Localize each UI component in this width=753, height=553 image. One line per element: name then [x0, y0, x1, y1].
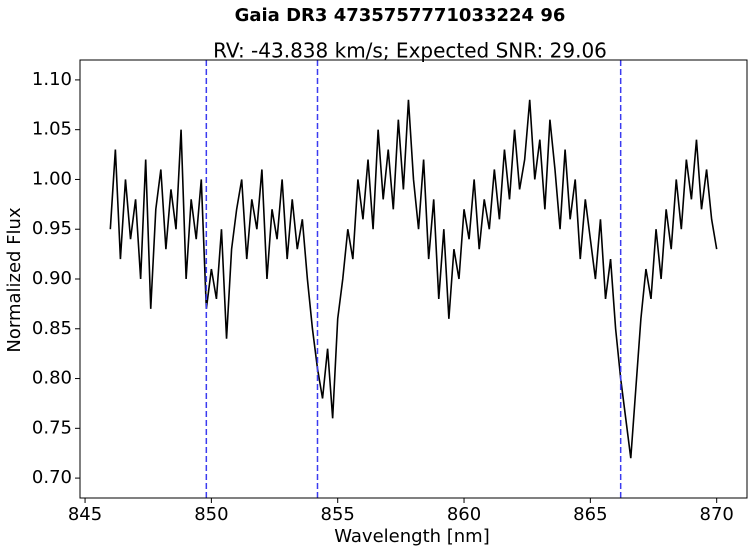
y-tick-label: 0.90: [32, 268, 72, 289]
plot-frame: [79, 59, 748, 499]
y-tick-label: 0.80: [32, 368, 72, 389]
y-tick-label: 0.85: [32, 318, 72, 339]
spectrum-line: [109, 99, 718, 459]
chart-title: Gaia DR3 4735757771033224 96: [235, 5, 566, 26]
y-tick-label: 0.95: [32, 218, 72, 239]
x-tick-label: 870: [700, 504, 734, 525]
y-tick-label: 0.70: [32, 467, 72, 488]
x-tick-label: 850: [194, 504, 228, 525]
chart-subtitle: RV: -43.838 km/s; Expected SNR: 29.06: [213, 39, 607, 63]
x-tick-label: 845: [68, 504, 102, 525]
x-tick-label: 855: [321, 504, 355, 525]
y-tick-label: 1.10: [32, 69, 72, 90]
y-axis-label: Normalized Flux: [4, 207, 25, 353]
y-tick-label: 1.00: [32, 168, 72, 189]
x-axis-label: Wavelength [nm]: [334, 526, 490, 547]
y-tick-label: 0.75: [32, 417, 72, 438]
x-tick-label: 860: [447, 504, 481, 525]
x-tick-label: 865: [573, 504, 607, 525]
y-tick-label: 1.05: [32, 119, 72, 140]
